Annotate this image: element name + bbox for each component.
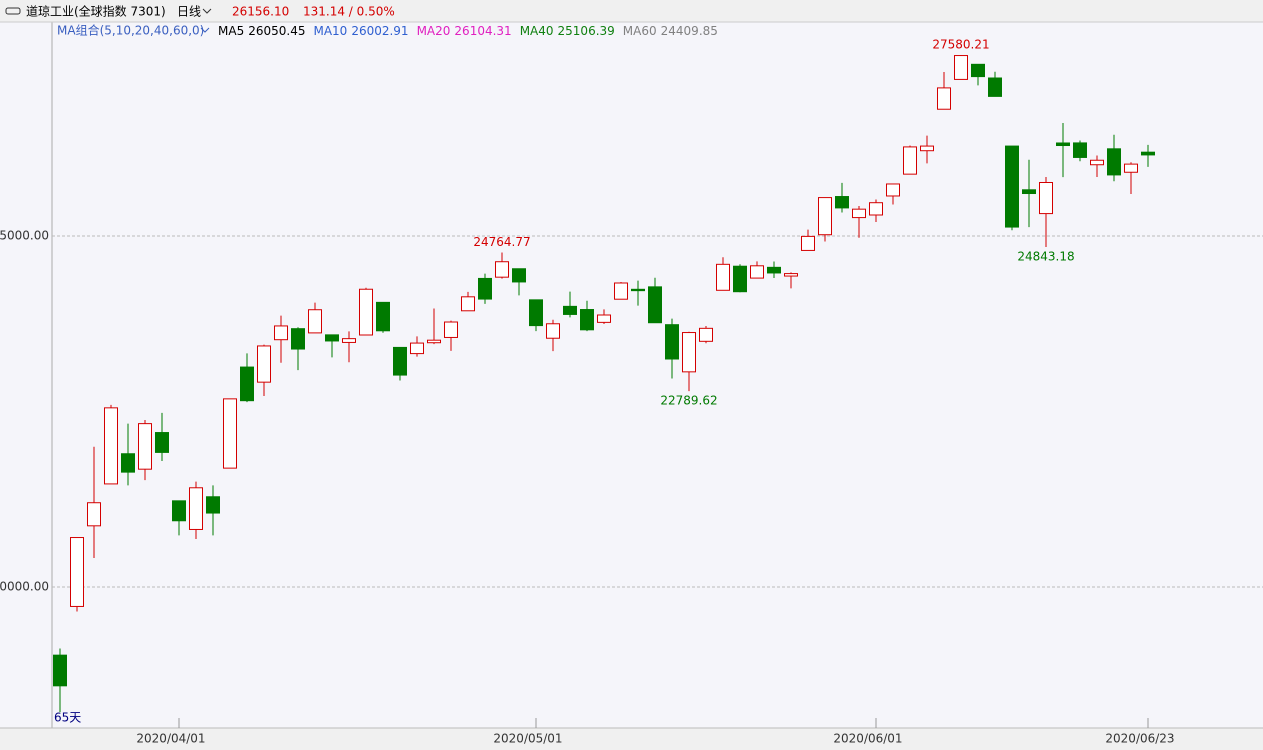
ma-value: 24409.85 [661, 24, 718, 38]
candle-body [937, 87, 951, 110]
candle-body [223, 398, 237, 469]
candle-body [257, 345, 271, 383]
candle-body [393, 346, 407, 376]
change: 131.14 / 0.50% [303, 5, 395, 19]
candle-body [563, 305, 577, 315]
y-tick-label: 20000.00 [0, 579, 49, 593]
ma-value: 26104.31 [454, 24, 511, 38]
candle-body [546, 323, 560, 339]
candle-body [1039, 181, 1053, 215]
extreme-label: 24843.18 [1017, 250, 1074, 264]
candle-body [495, 261, 509, 278]
candle-body [784, 273, 798, 277]
x-tick-label: 2020/06/01 [833, 732, 902, 746]
candle-body [410, 342, 424, 355]
candle-body [801, 235, 815, 251]
candle-body [699, 327, 713, 342]
candle-body [767, 266, 781, 274]
candle-body [614, 282, 628, 300]
candle-body [461, 296, 475, 312]
candle-body [70, 537, 84, 607]
ma-name: MA60 [623, 24, 657, 38]
header-bar [0, 0, 1263, 22]
candle-body [716, 263, 730, 291]
candle-body [1107, 148, 1121, 176]
ma-name: MA10 [313, 24, 347, 38]
candle-body [886, 183, 900, 197]
candle-body [1073, 142, 1087, 158]
candle-body [172, 500, 186, 522]
candle-body [206, 496, 220, 514]
candle-body [53, 654, 67, 687]
candle-body [308, 309, 322, 334]
candle-body [478, 277, 492, 300]
candle-body [240, 366, 254, 402]
candle-body [1141, 151, 1155, 156]
ma-name: MA40 [520, 24, 554, 38]
candle-body [1056, 142, 1070, 147]
x-tick-label: 2020/06/23 [1105, 732, 1174, 746]
candle-body [427, 339, 441, 344]
y-tick-label: 25000.00 [0, 229, 49, 243]
candle-body [529, 299, 543, 327]
candle-body [750, 265, 764, 279]
ma-name: MA5 [218, 24, 244, 38]
candle-body [597, 314, 611, 323]
candle-body [325, 334, 339, 342]
candle-body [648, 286, 662, 324]
chevron[interactable] [200, 27, 210, 33]
candle-body [1022, 189, 1036, 195]
x-tick-label: 2020/04/01 [136, 732, 205, 746]
candle-body [971, 63, 985, 78]
candle-body [954, 55, 968, 80]
ma-value: 26050.45 [248, 24, 305, 38]
ma-name: MA20 [417, 24, 451, 38]
candle-body [138, 423, 152, 470]
last-price: 26156.10 [232, 5, 289, 19]
extreme-label: 24764.77 [473, 235, 530, 249]
candle-body [291, 328, 305, 350]
x-axis-bar [0, 728, 1263, 750]
count-label: 65天 [54, 711, 81, 725]
candle-body [903, 146, 917, 175]
period[interactable]: 日线 [177, 5, 201, 19]
chevron[interactable] [202, 8, 212, 14]
candle-body [512, 268, 526, 283]
x-tick-label: 2020/05/01 [493, 732, 562, 746]
candle-body [665, 324, 679, 360]
candle-body [189, 487, 203, 530]
candle-body [852, 208, 866, 219]
title: 道琼工业(全球指数 7301) [26, 4, 166, 19]
candle-body [920, 145, 934, 152]
candle-body [359, 288, 373, 336]
ma-legend: MA5 26050.45 MA10 26002.91 MA20 26104.31 MA40 2… [218, 24, 718, 38]
plot-bg [0, 22, 1263, 728]
ma-value: 25106.39 [558, 24, 615, 38]
candle-body [631, 288, 645, 292]
candle-body [682, 332, 696, 373]
legend-title[interactable]: MA组合(5,10,20,40,60,0) [57, 23, 204, 38]
candle-body [818, 197, 832, 236]
candle-body [87, 502, 101, 527]
candle-body [580, 309, 594, 331]
candle-body [1090, 159, 1104, 166]
candle-body [1005, 145, 1019, 228]
candle-body [104, 407, 118, 485]
candle-body [988, 77, 1002, 97]
candle-body [342, 338, 356, 343]
extreme-label: 22789.62 [660, 394, 717, 408]
candle-body [733, 265, 747, 293]
candle-body [155, 432, 169, 453]
candle-body [444, 321, 458, 338]
candle-body [869, 202, 883, 216]
candle-body [376, 301, 390, 332]
candle-body [1124, 163, 1138, 173]
candle-body [121, 453, 135, 473]
link-icon[interactable] [5, 7, 21, 15]
ma-value: 26002.91 [351, 24, 408, 38]
extreme-label: 27580.21 [932, 37, 989, 51]
candle-body [274, 325, 288, 341]
candle-body [835, 196, 849, 209]
